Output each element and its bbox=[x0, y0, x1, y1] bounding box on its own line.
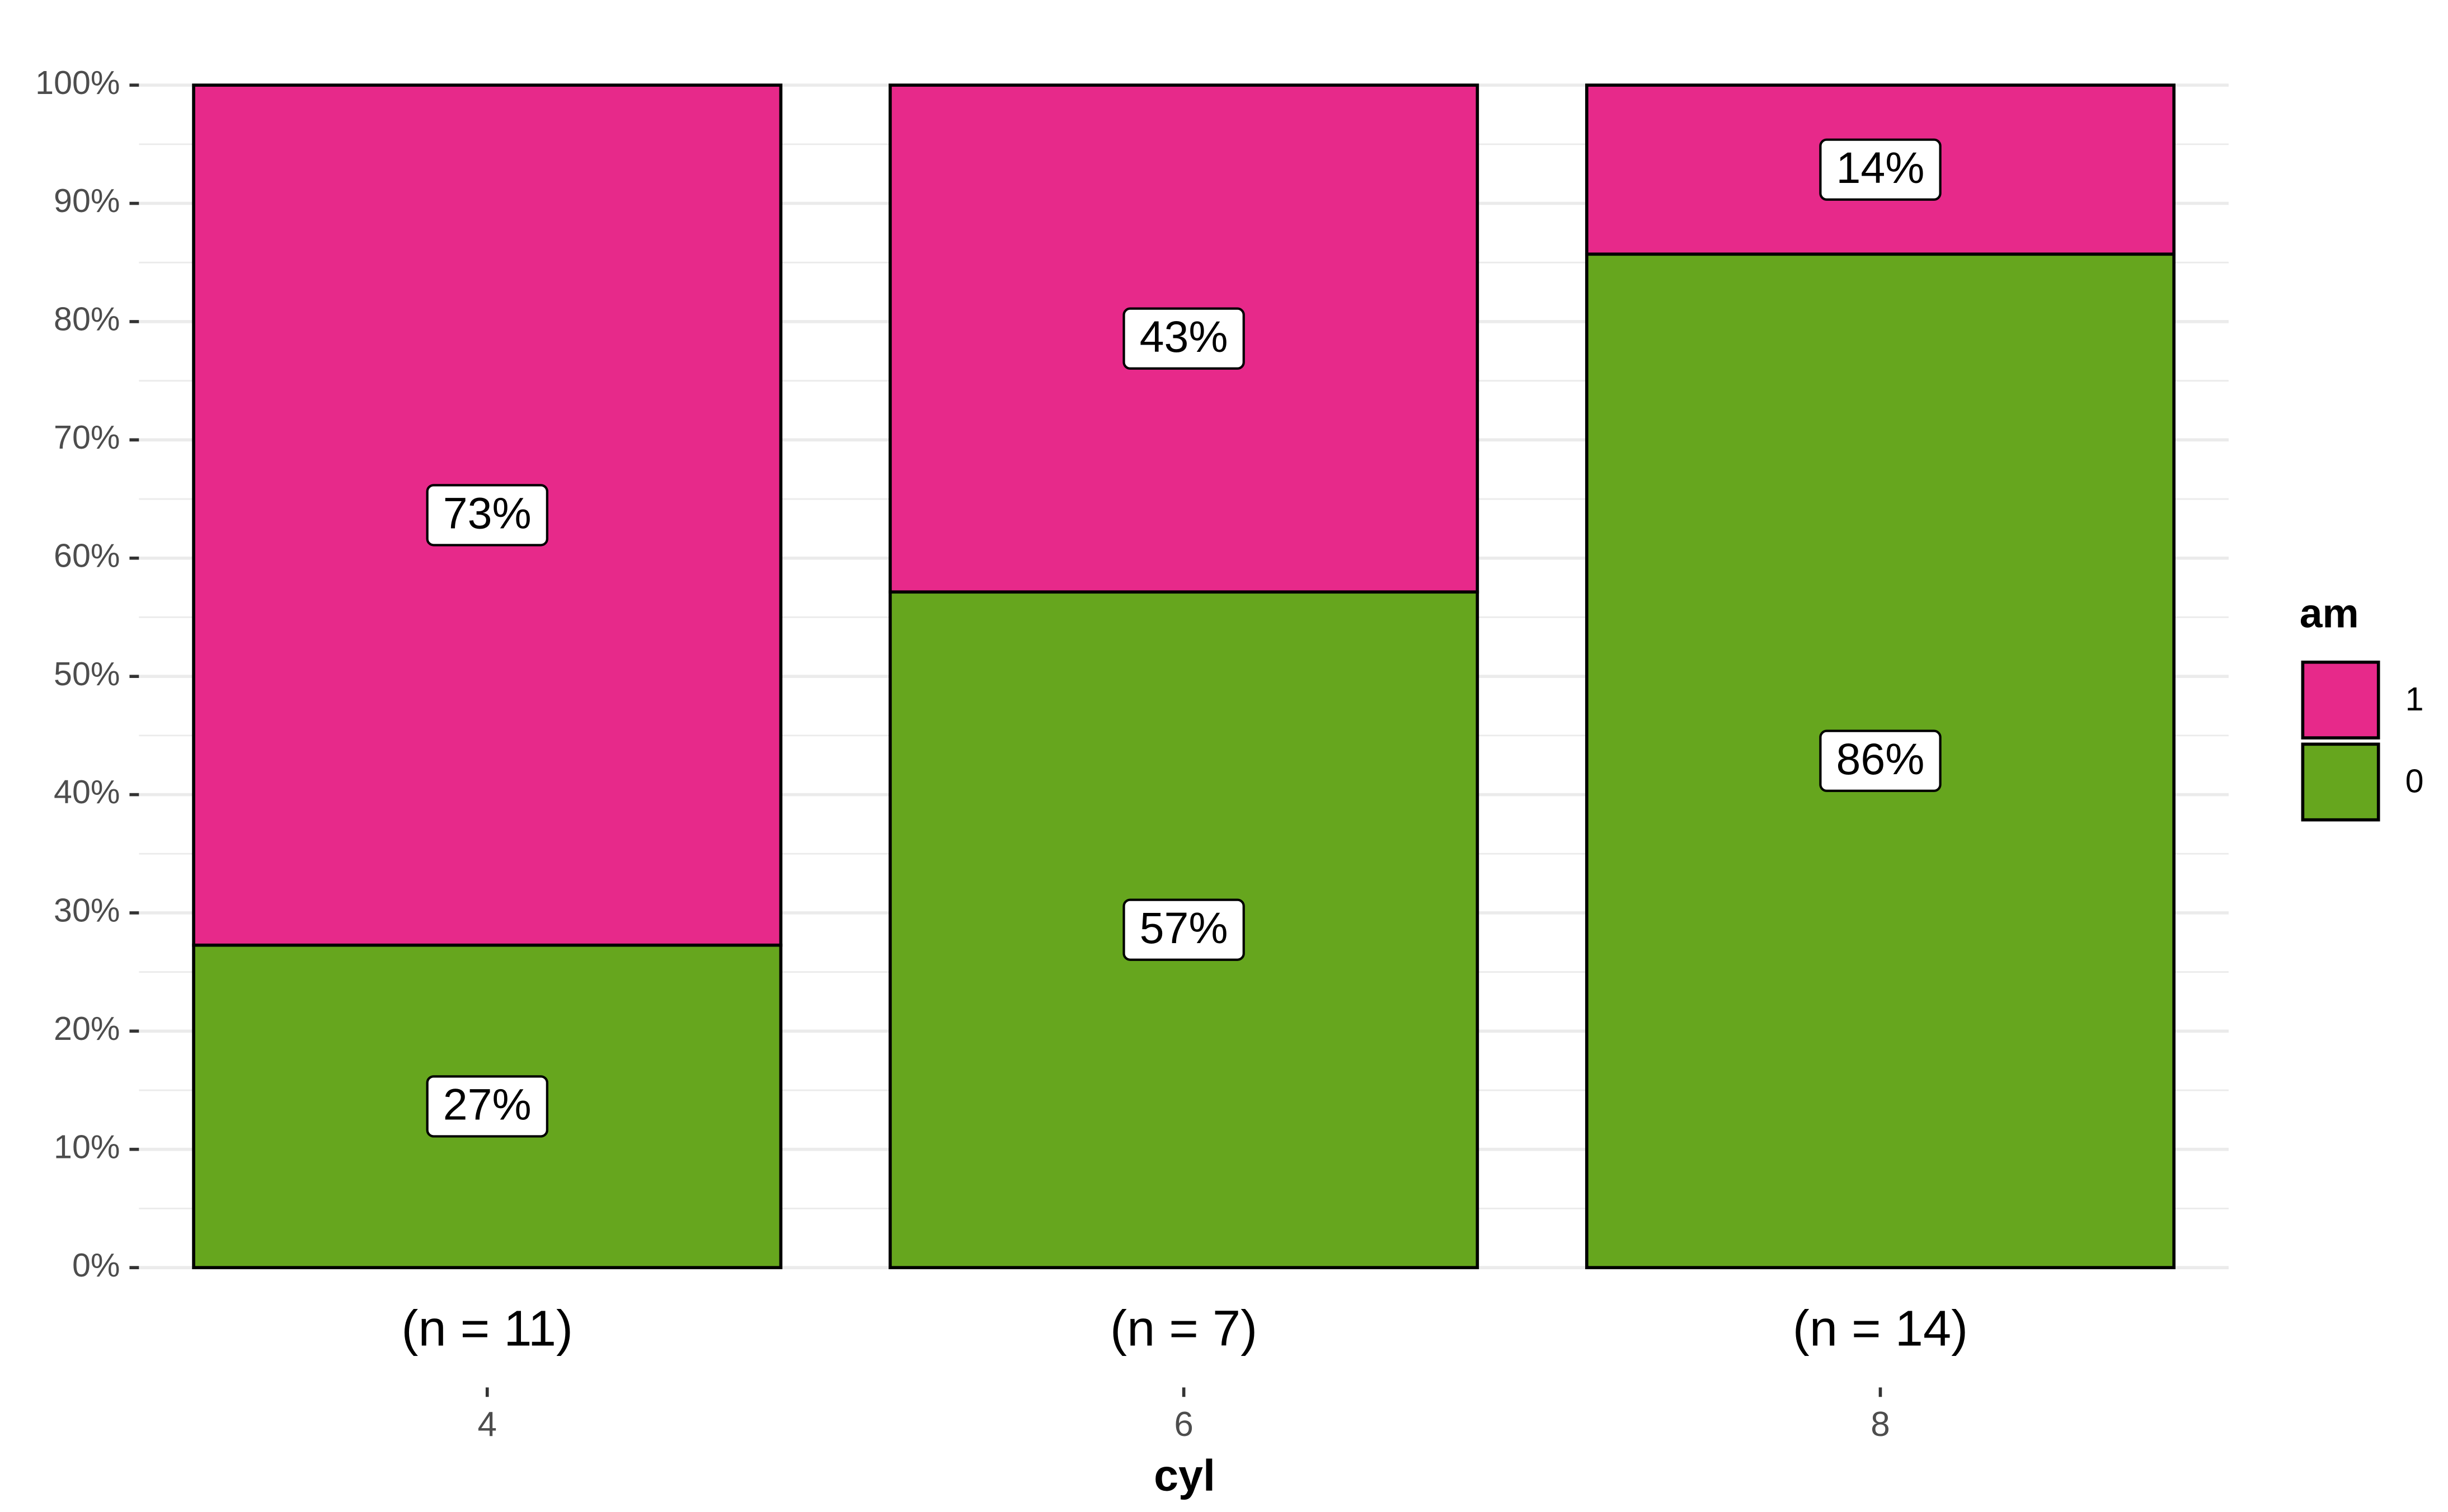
annotation: (n = 7) bbox=[1110, 1301, 1257, 1357]
x-tick-label: 8 bbox=[1871, 1405, 1890, 1444]
y-tick-label: 10% bbox=[54, 1128, 120, 1165]
annotation: (n = 14) bbox=[1793, 1301, 1968, 1357]
data-label-box bbox=[1819, 729, 1942, 792]
data-label-box bbox=[426, 484, 548, 547]
data-label: 27% bbox=[443, 1080, 532, 1129]
y-tick-label: 80% bbox=[54, 300, 120, 338]
data-label: 73% bbox=[443, 489, 532, 538]
legend-label: 0 bbox=[2405, 762, 2424, 799]
data-label: 86% bbox=[1836, 734, 1925, 784]
y-tick-label: 70% bbox=[54, 418, 120, 456]
legend-label: 1 bbox=[2405, 680, 2424, 718]
y-tick-label: 0% bbox=[72, 1246, 120, 1284]
annotation: (n = 11) bbox=[401, 1301, 573, 1357]
y-tick-label: 40% bbox=[54, 773, 120, 811]
data-label: 43% bbox=[1140, 312, 1228, 361]
data-label-box bbox=[1819, 138, 1942, 201]
legend-key bbox=[2301, 660, 2380, 739]
data-label: 57% bbox=[1140, 903, 1228, 953]
data-label-box bbox=[1122, 307, 1245, 370]
y-tick-label: 20% bbox=[54, 1010, 120, 1047]
x-tick-label: 6 bbox=[1174, 1405, 1193, 1444]
legend-key bbox=[2301, 742, 2380, 822]
x-tick-label: 4 bbox=[478, 1405, 497, 1444]
x-axis-title: cyl bbox=[1154, 1451, 1215, 1500]
y-tick-label: 30% bbox=[54, 892, 120, 929]
y-tick-label: 50% bbox=[54, 655, 120, 693]
y-tick-label: 90% bbox=[54, 182, 120, 219]
data-label-box bbox=[426, 1075, 548, 1138]
data-label: 14% bbox=[1836, 143, 1925, 192]
y-tick-label: 100% bbox=[35, 64, 120, 101]
data-label-box bbox=[1122, 898, 1245, 961]
legend-title: am bbox=[2300, 590, 2359, 636]
y-tick-label: 60% bbox=[54, 536, 120, 574]
